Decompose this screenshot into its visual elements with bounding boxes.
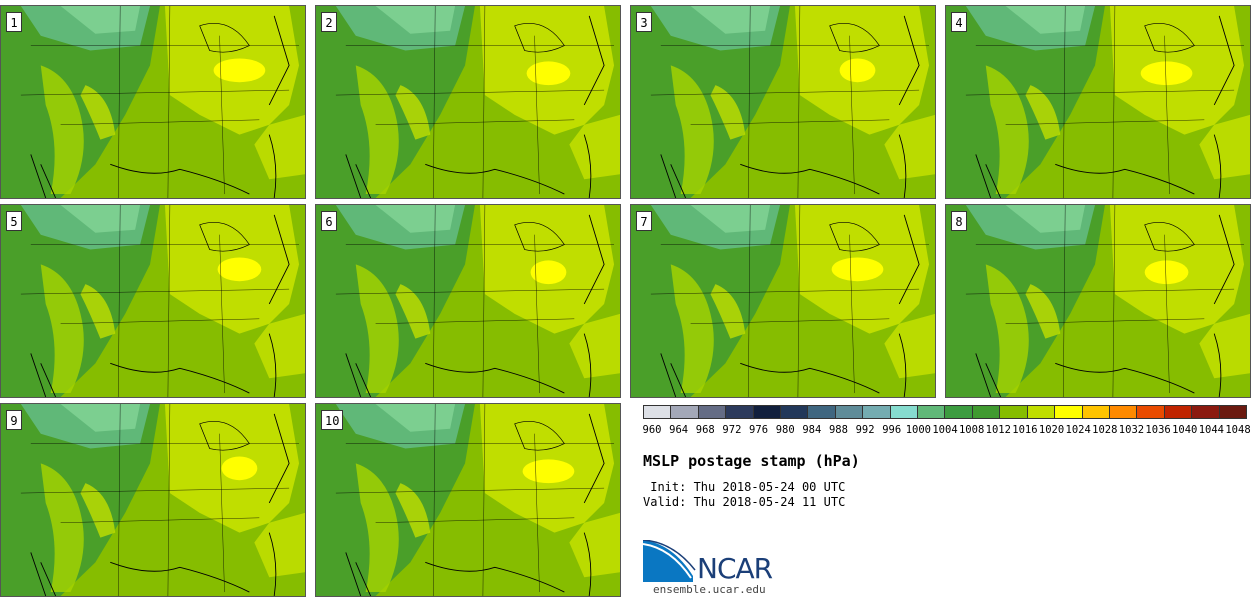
mslp-map	[631, 6, 935, 198]
colorbar-swatch	[835, 406, 864, 418]
postage-stamp-panel: 9	[0, 403, 306, 597]
colorbar-tick-label: 984	[802, 424, 822, 436]
colorbar-tick-label: 1044	[1198, 424, 1225, 436]
colorbar-swatch	[1137, 406, 1165, 418]
mslp-map	[946, 6, 1250, 198]
colorbar-tick-label: 1028	[1092, 424, 1118, 436]
colorbar-swatch	[945, 406, 973, 418]
colorbar-swatch	[1027, 406, 1056, 418]
colorbar-swatch	[781, 406, 809, 418]
colorbar-swatch	[1055, 406, 1083, 418]
postage-stamp-panel: 4	[945, 5, 1251, 199]
panel-number: 7	[636, 211, 652, 231]
colorbar-swatch	[972, 406, 1001, 418]
colorbar-swatch	[808, 406, 836, 418]
colorbar-tick-label: 1000	[905, 424, 932, 436]
colorbar-tick-label: 996	[882, 424, 902, 436]
colorbar-swatch	[1082, 406, 1110, 418]
panel-number: 10	[321, 410, 344, 430]
colorbar-tick-label: 1048	[1225, 424, 1251, 436]
colorbar-tick-label: 968	[695, 424, 715, 436]
mslp-map	[1, 205, 305, 397]
mslp-map	[631, 205, 935, 397]
colorbar-tick-label: 960	[642, 424, 662, 436]
colorbar-tick-label: 1036	[1145, 424, 1171, 436]
colorbar-tick-label: 1024	[1065, 424, 1091, 436]
ncar-logo-icon	[643, 540, 696, 582]
colorbar-swatch	[644, 406, 672, 418]
colorbar-tick-label: 992	[855, 424, 875, 436]
postage-stamp-panel: 10	[315, 403, 621, 597]
colorbar-tick-label: 1012	[985, 424, 1011, 436]
colorbar-swatch	[918, 406, 946, 418]
colorbar-swatch	[1192, 406, 1220, 418]
chart-title: MSLP postage stamp (hPa)	[643, 452, 860, 470]
valid-time: Valid: Thu 2018-05-24 11 UTC	[643, 495, 846, 509]
ncar-logo-text: NCAR	[697, 552, 773, 585]
colorbar-ticks: 960 964 968 972 976 980 984 988 992 996 1000 1004 10…	[642, 424, 1251, 438]
colorbar-tick-label: 1004	[932, 424, 958, 436]
mslp-map	[1, 404, 305, 596]
colorbar-swatch	[1109, 406, 1138, 418]
postage-stamp-panel: 3	[630, 5, 936, 199]
panel-number: 5	[6, 211, 22, 231]
postage-stamp-panel: 7	[630, 204, 936, 398]
panel-number: 4	[951, 12, 967, 32]
colorbar-swatch	[671, 406, 699, 418]
colorbar-swatch	[890, 406, 919, 418]
colorbar-tick-label: 988	[828, 424, 848, 436]
colorbar-tick-label: 1016	[1012, 424, 1038, 436]
panel-number: 9	[6, 410, 22, 430]
colorbar-swatch	[1164, 406, 1193, 418]
postage-stamp-panel: 1	[0, 5, 306, 199]
panel-number: 2	[321, 12, 337, 32]
mslp-map	[946, 205, 1250, 397]
colorbar-swatch	[1000, 406, 1028, 418]
colorbar-swatch	[726, 406, 754, 418]
colorbar-swatch	[863, 406, 891, 418]
colorbar-tick-label: 980	[775, 424, 795, 436]
colorbar-tick-label: 964	[669, 424, 689, 436]
colorbar-tick-label: 1008	[958, 424, 985, 436]
panel-number: 8	[951, 211, 967, 231]
panel-number: 6	[321, 211, 337, 231]
panel-number: 3	[636, 12, 652, 32]
colorbar-swatch	[753, 406, 782, 418]
postage-stamp-panel: 5	[0, 204, 306, 398]
mslp-map	[316, 6, 620, 198]
mslp-map	[316, 205, 620, 397]
colorbar-swatch	[1219, 406, 1246, 418]
colorbar-tick-label: 1020	[1038, 424, 1065, 436]
postage-stamp-panel: 6	[315, 204, 621, 398]
colorbar-swatch	[698, 406, 727, 418]
colorbar-tick-label: 972	[722, 424, 742, 436]
pressure-colorbar	[643, 405, 1247, 419]
panel-number: 1	[6, 12, 22, 32]
init-time: Init: Thu 2018-05-24 00 UTC	[643, 480, 846, 494]
mslp-map	[316, 404, 620, 596]
postage-stamp-panel: 8	[945, 204, 1251, 398]
postage-stamp-panel: 2	[315, 5, 621, 199]
colorbar-tick-label: 1032	[1118, 424, 1145, 436]
ensemble-url: ensemble.ucar.edu	[653, 583, 766, 596]
colorbar-tick-label: 976	[749, 424, 769, 436]
mslp-map	[1, 6, 305, 198]
colorbar-tick-label: 1040	[1172, 424, 1198, 436]
